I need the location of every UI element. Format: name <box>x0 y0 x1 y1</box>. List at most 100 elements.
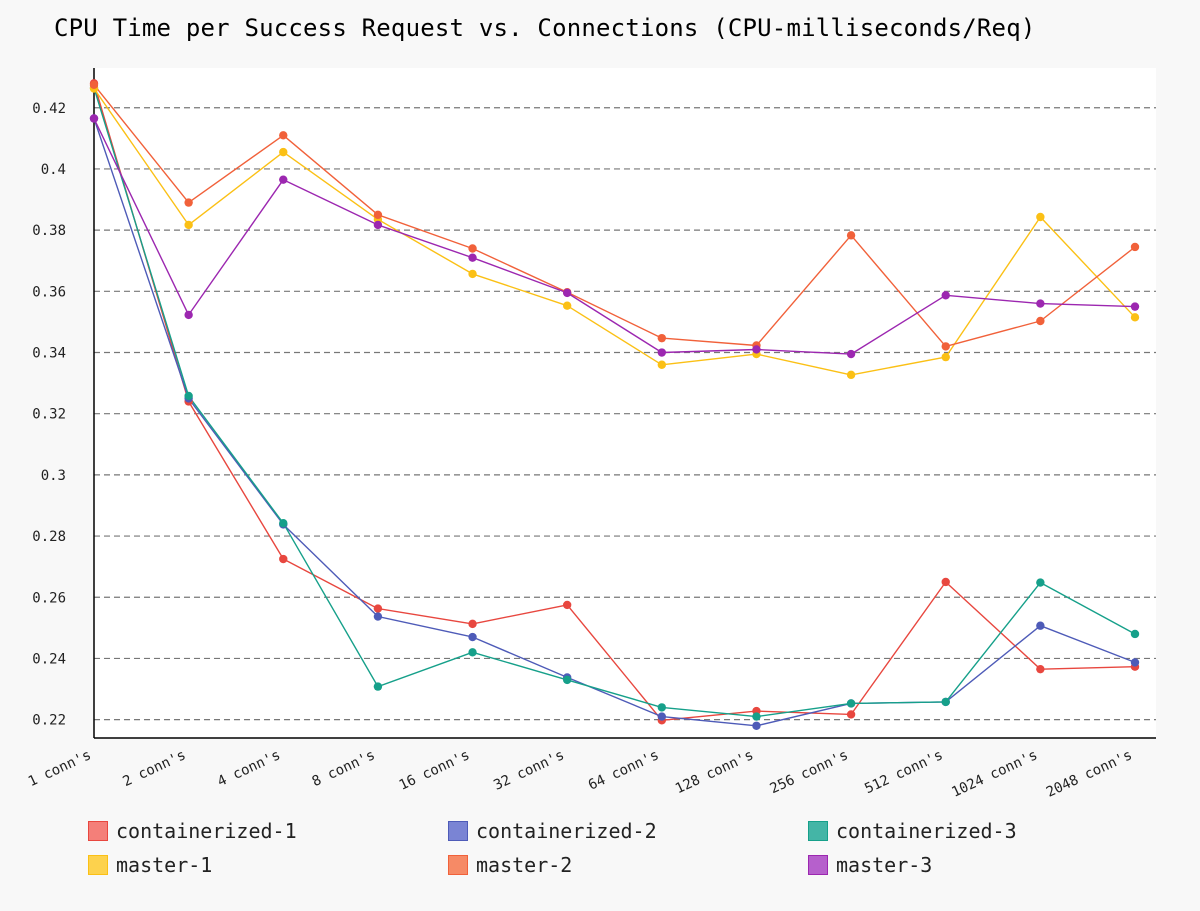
chart-title: CPU Time per Success Request vs. Connect… <box>54 14 1036 42</box>
y-tick-label: 0.22 <box>32 713 66 729</box>
x-tick-label: 16 conn's <box>397 747 473 794</box>
data-point-master-2 <box>1130 242 1140 252</box>
legend-label: containerized-1 <box>116 819 297 843</box>
data-point-containerized-3 <box>657 703 667 712</box>
data-point-master-3 <box>373 220 383 230</box>
data-point-containerized-3 <box>1130 629 1140 639</box>
data-point-containerized-3 <box>468 648 477 657</box>
legend-item-master-2[interactable]: master-2 <box>448 852 808 878</box>
y-tick-label: 0.36 <box>32 284 66 300</box>
data-point-containerized-2 <box>1130 658 1140 667</box>
data-point-master-1 <box>657 360 667 369</box>
data-point-master-3 <box>468 253 477 262</box>
y-tick-label: 0.38 <box>32 223 66 239</box>
y-tick-label: 0.26 <box>32 590 66 606</box>
data-point-master-1 <box>279 147 288 157</box>
legend-swatch <box>808 855 828 875</box>
data-point-master-2 <box>1036 316 1045 326</box>
data-point-containerized-3 <box>279 519 288 528</box>
data-point-containerized-2 <box>657 712 667 721</box>
series-line-master-1 <box>93 88 1136 376</box>
data-point-master-2 <box>184 198 193 207</box>
data-point-containerized-2 <box>752 721 761 730</box>
y-tick-label: 0.28 <box>32 529 66 545</box>
data-point-master-3 <box>752 345 761 354</box>
data-point-master-3 <box>184 310 193 320</box>
x-tick-label: 8 conn's <box>310 747 378 790</box>
series-line-master-3 <box>93 118 1136 355</box>
legend-swatch <box>88 855 108 875</box>
series-line-containerized-3 <box>93 87 1136 718</box>
y-tick-label: 0.24 <box>32 651 66 667</box>
x-tick-label: 2048 conn's <box>1044 747 1135 801</box>
series-line-containerized-2 <box>93 118 1136 727</box>
legend: containerized-1 containerized-2 containeri… <box>88 818 1168 878</box>
data-point-master-2 <box>373 210 383 220</box>
data-point-containerized-2 <box>373 612 383 621</box>
legend-item-containerized-1[interactable]: containerized-1 <box>88 818 448 844</box>
data-point-containerized-2 <box>468 632 477 642</box>
legend-item-master-3[interactable]: master-3 <box>808 852 1168 878</box>
data-point-containerized-1 <box>468 619 477 629</box>
data-point-master-1 <box>468 269 477 279</box>
legend-swatch <box>88 821 108 841</box>
data-point-containerized-3 <box>1036 578 1045 587</box>
y-tick-label: 0.42 <box>32 101 66 117</box>
x-tick-label: 2 conn's <box>120 747 188 790</box>
x-tick-label: 1 conn's <box>26 747 94 790</box>
x-tick-label: 256 conn's <box>768 747 851 797</box>
data-point-master-2 <box>657 333 667 343</box>
legend-label: master-3 <box>836 853 933 877</box>
legend-item-containerized-2[interactable]: containerized-2 <box>448 818 808 844</box>
x-tick-label: 128 conn's <box>673 747 756 797</box>
data-point-master-3 <box>89 114 99 123</box>
data-point-containerized-1 <box>279 554 288 564</box>
data-point-master-1 <box>941 352 950 362</box>
data-point-master-2 <box>279 131 288 140</box>
data-point-master-3 <box>279 175 288 184</box>
data-point-master-3 <box>941 291 950 300</box>
data-point-master-1 <box>846 370 856 380</box>
data-point-master-1 <box>562 301 572 310</box>
data-point-containerized-1 <box>562 600 572 610</box>
data-point-containerized-3 <box>941 697 950 707</box>
y-tick-label: 0.4 <box>41 162 66 178</box>
legend-label: containerized-2 <box>476 819 657 843</box>
data-point-containerized-1 <box>846 710 856 719</box>
series-line-master-2 <box>93 84 1136 348</box>
x-tick-label: 1024 conn's <box>949 747 1040 801</box>
data-point-master-2 <box>468 244 477 253</box>
x-tick-label: 64 conn's <box>586 747 662 794</box>
data-point-master-1 <box>1036 212 1045 222</box>
y-tick-label: 0.32 <box>32 407 66 423</box>
x-tick-label: 32 conn's <box>491 747 567 794</box>
y-tick-label: 0.3 <box>41 468 66 484</box>
legend-label: master-2 <box>476 853 573 877</box>
legend-swatch <box>448 821 468 841</box>
data-point-containerized-1 <box>1036 664 1045 674</box>
data-point-master-3 <box>562 288 572 298</box>
legend-item-containerized-3[interactable]: containerized-3 <box>808 818 1168 844</box>
data-point-master-3 <box>1130 302 1140 311</box>
data-point-master-3 <box>1036 299 1045 308</box>
legend-swatch <box>808 821 828 841</box>
data-point-master-3 <box>846 349 856 359</box>
y-tick-label: 0.34 <box>32 346 66 362</box>
data-point-master-1 <box>184 220 193 230</box>
series-line-containerized-1 <box>93 83 1136 721</box>
data-point-master-3 <box>657 348 667 357</box>
data-point-containerized-3 <box>752 712 761 721</box>
data-point-containerized-2 <box>1036 621 1045 630</box>
data-point-master-1 <box>1130 313 1140 322</box>
x-tick-label: 512 conn's <box>862 747 945 797</box>
plot-background <box>94 68 1156 738</box>
legend-item-master-1[interactable]: master-1 <box>88 852 448 878</box>
data-point-containerized-1 <box>941 577 950 587</box>
legend-label: containerized-3 <box>836 819 1017 843</box>
legend-label: master-1 <box>116 853 213 877</box>
data-point-master-2 <box>846 231 856 240</box>
x-tick-label: 4 conn's <box>215 747 283 790</box>
data-point-containerized-1 <box>373 604 383 613</box>
